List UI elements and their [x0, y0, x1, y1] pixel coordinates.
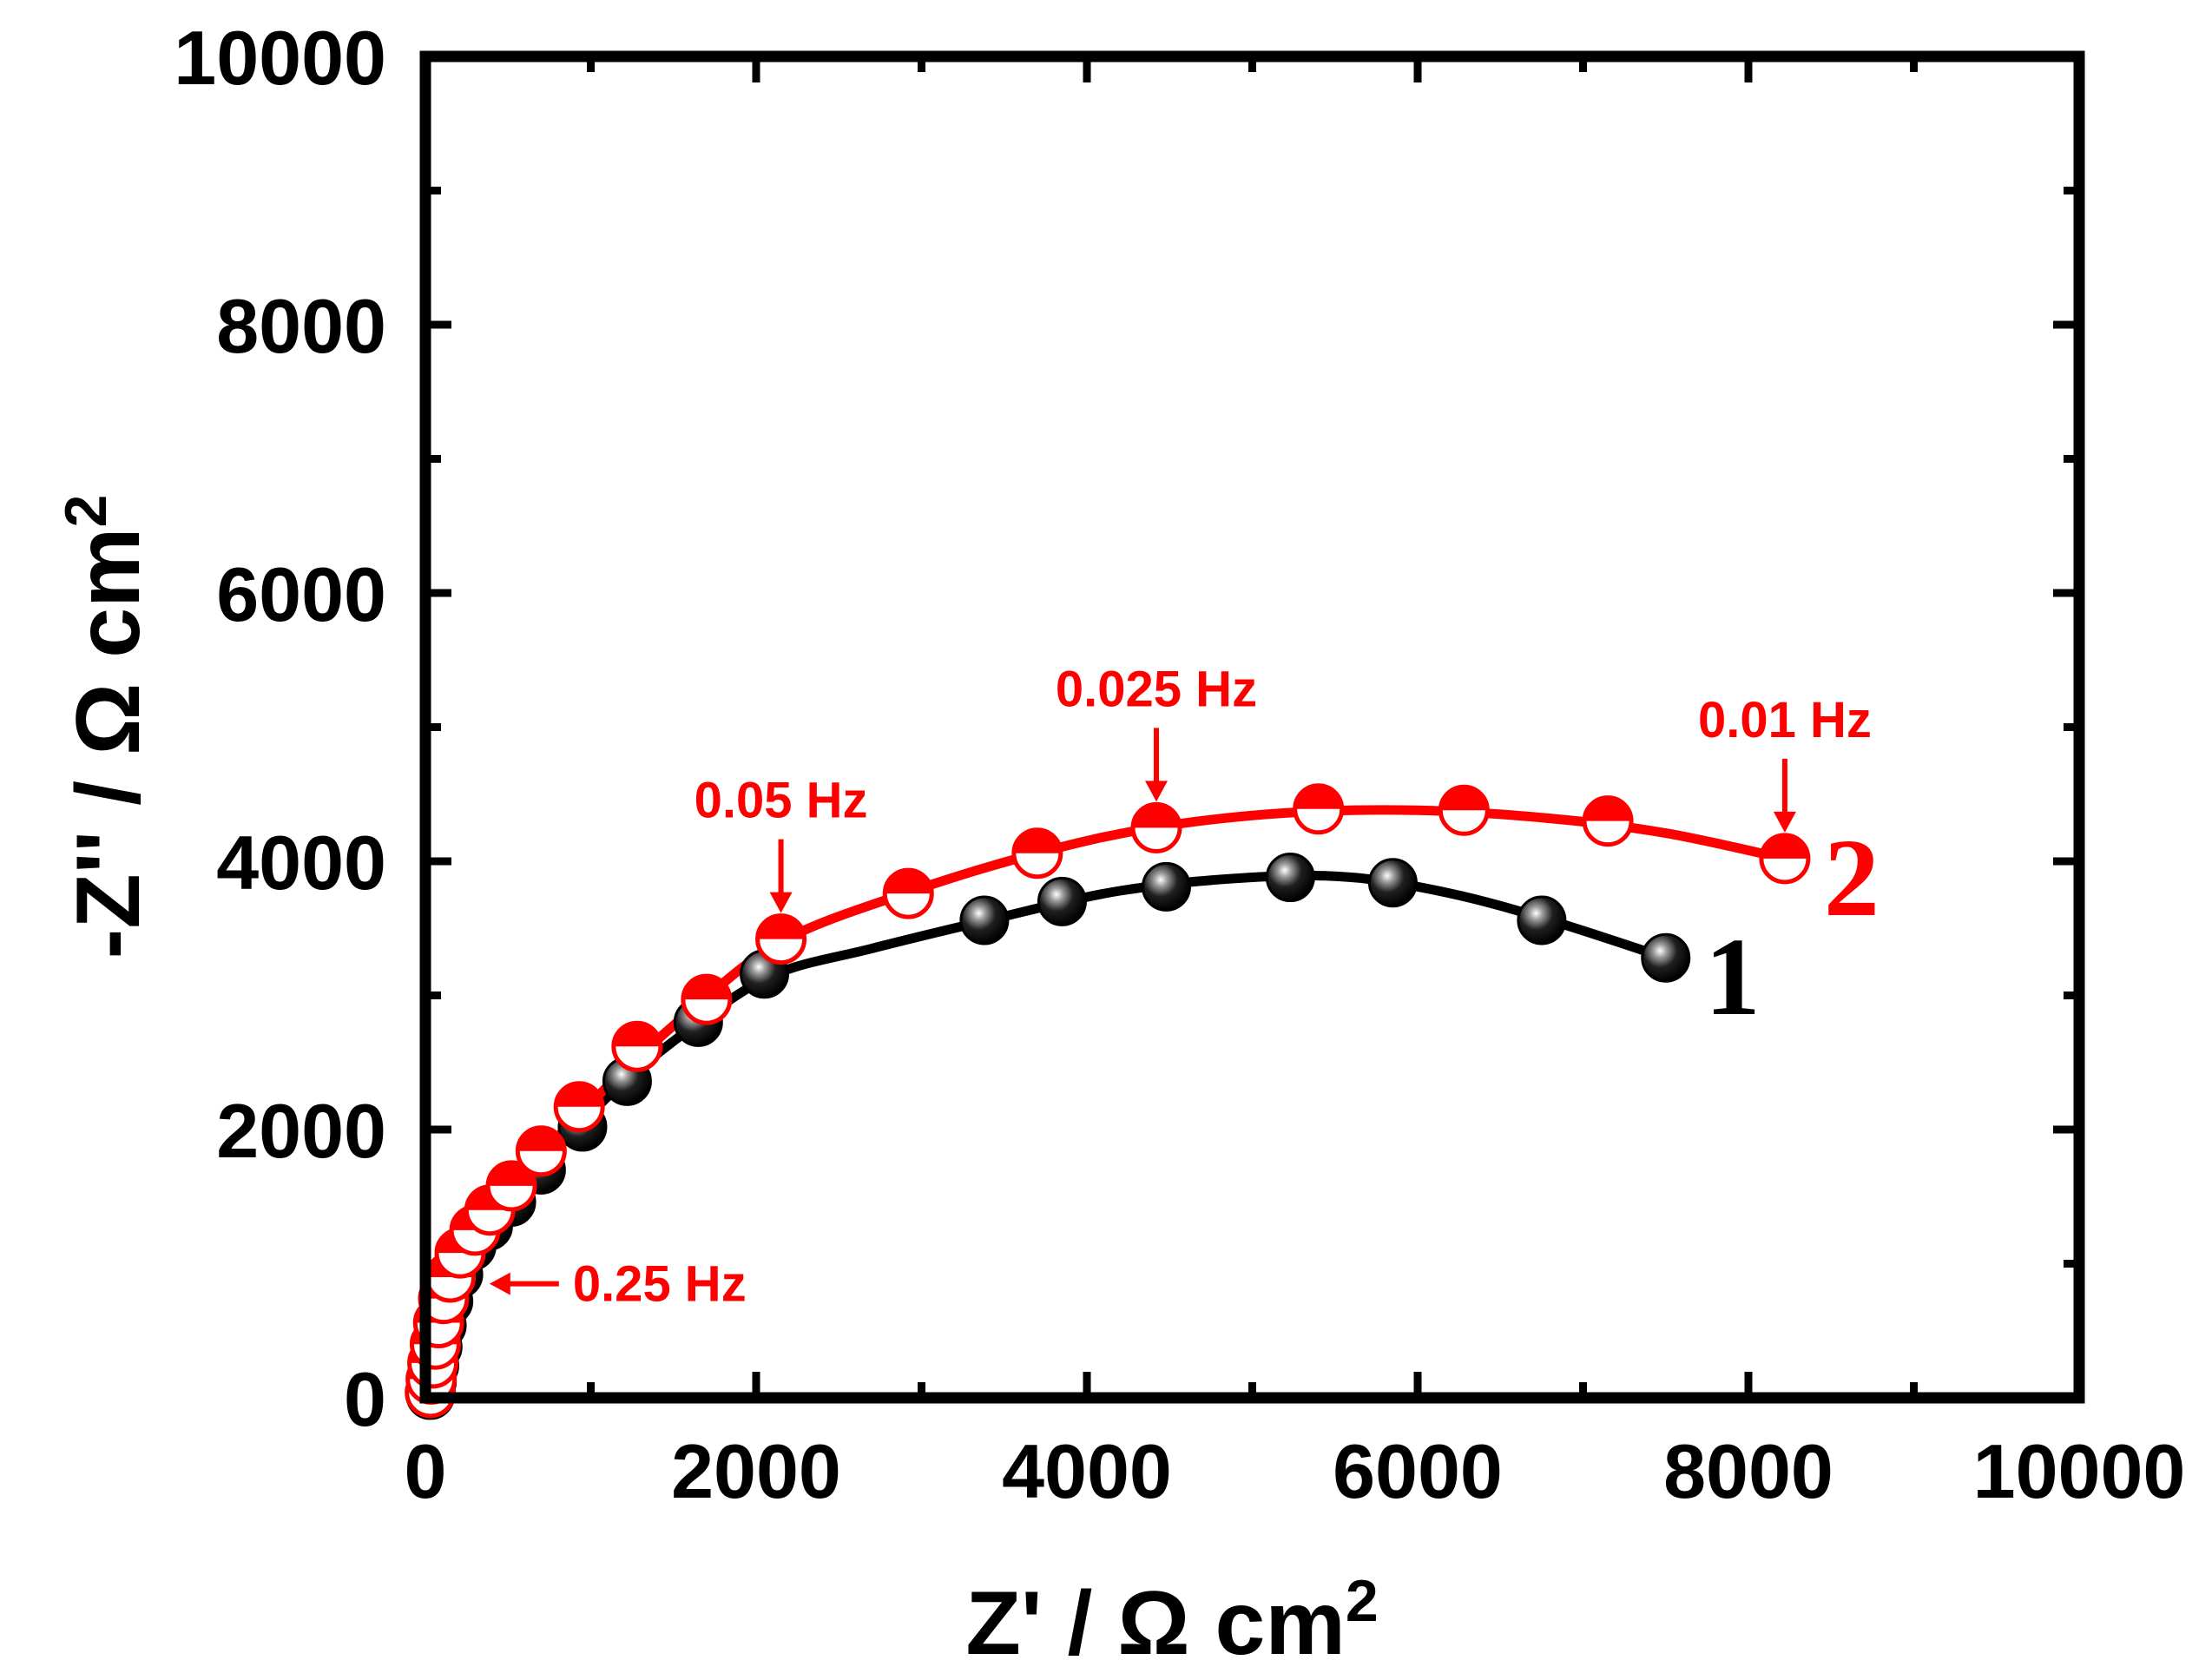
point-series-2	[1130, 801, 1182, 853]
point-upper-half	[757, 915, 805, 939]
point-upper-half	[1440, 787, 1488, 811]
annotation: 0.25 Hz	[489, 1256, 747, 1313]
point-series-1	[1265, 853, 1315, 903]
point-series-2	[611, 1020, 663, 1072]
x-axis-title: Z' / Ω cm2	[965, 1568, 1378, 1674]
annotation-arrow-head	[1145, 781, 1169, 802]
point-series-1	[1367, 858, 1418, 908]
series-label-2: 2	[1824, 816, 1880, 939]
point-series-2	[1759, 833, 1811, 885]
y-tick-label: 2000	[216, 1088, 386, 1174]
point-upper-half	[1761, 834, 1808, 859]
point-series-1	[1517, 895, 1567, 945]
x-tick-label: 6000	[1333, 1428, 1503, 1514]
point-series-1	[959, 895, 1010, 945]
y-tick-label: 4000	[216, 820, 386, 906]
annotation-label: 0.05 Hz	[695, 773, 868, 829]
annotation-label: 0.25 Hz	[573, 1256, 747, 1313]
annotation-arrow-head	[1773, 811, 1796, 833]
y-tick-label: 8000	[216, 283, 386, 369]
plot-frame	[419, 50, 2085, 1404]
point-upper-half	[1133, 804, 1181, 828]
point-upper-half	[1294, 785, 1342, 809]
y-tick-label: 10000	[174, 15, 386, 101]
annotation-arrow-head	[489, 1272, 510, 1295]
x-axis-title-sup: 2	[1346, 1568, 1379, 1634]
point-series-2	[1293, 783, 1345, 835]
point-series-1	[1037, 876, 1087, 926]
annotation-arrow-head	[769, 892, 793, 913]
y-tick-label: 0	[344, 1356, 386, 1442]
point-series-2	[882, 867, 934, 919]
point-series-2	[515, 1125, 567, 1177]
annotation-label: 0.01 Hz	[1698, 692, 1872, 748]
y-axis-ticks: 0 2000 4000 6000 8000 10000	[174, 15, 2079, 1442]
fit-line-series-1	[425, 870, 1671, 1400]
y-tick-label: 6000	[216, 551, 386, 637]
series-labels: 12	[1705, 816, 1880, 1038]
x-tick-label: 10000	[1973, 1428, 2186, 1514]
x-tick-label: 2000	[671, 1428, 841, 1514]
point-series-1	[1141, 861, 1191, 912]
x-tick-label: 0	[405, 1428, 447, 1514]
x-tick-label: 8000	[1663, 1428, 1833, 1514]
point-upper-half	[517, 1127, 565, 1151]
x-tick-label: 4000	[1002, 1428, 1172, 1514]
frequency-annotations: 0.25 Hz 0.05 Hz 0.025 Hz 0.01 Hz	[489, 661, 1872, 1313]
annotation: 0.01 Hz	[1698, 692, 1872, 833]
point-upper-half	[556, 1083, 603, 1107]
point-upper-half	[613, 1023, 661, 1047]
point-series-2	[1438, 784, 1490, 836]
point-upper-half	[1584, 797, 1632, 821]
annotation-label: 0.025 Hz	[1056, 661, 1257, 717]
x-axis-title-text: Z' / Ω cm	[965, 1573, 1346, 1674]
point-series-1	[1641, 932, 1691, 983]
point-series-2	[681, 973, 733, 1025]
point-upper-half	[682, 976, 730, 1000]
y-axis-title-sup: 2	[53, 495, 119, 528]
point-series-2	[553, 1081, 605, 1133]
y-axis-title-text: -Z'' / Ω cm	[58, 527, 159, 959]
data-points	[405, 783, 1811, 1420]
point-series-2	[1582, 795, 1634, 847]
annotation: 0.05 Hz	[695, 773, 868, 913]
point-series-2	[755, 913, 807, 965]
y-axis-title: -Z'' / Ω cm2	[53, 495, 159, 959]
x-axis-ticks: 0 2000 4000 6000 8000 10000	[405, 56, 2186, 1514]
point-upper-half	[885, 870, 932, 894]
point-upper-half	[1013, 829, 1061, 853]
annotation: 0.025 Hz	[1056, 661, 1257, 802]
series-label-1: 1	[1705, 915, 1761, 1038]
point-series-2	[1011, 827, 1063, 880]
